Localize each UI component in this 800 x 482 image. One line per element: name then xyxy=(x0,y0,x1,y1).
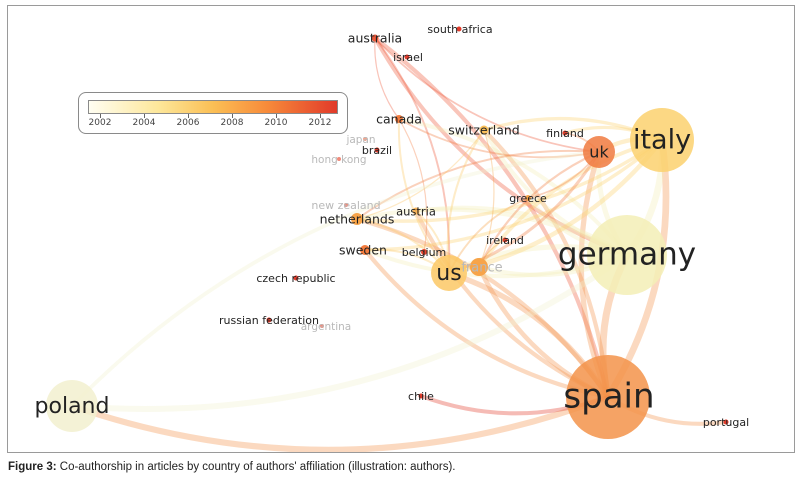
node-netherlands xyxy=(351,213,363,225)
node-label-russian-federation: russian federation xyxy=(219,314,319,327)
network-link xyxy=(356,149,600,220)
legend-color-bar xyxy=(88,100,338,114)
node-us xyxy=(431,255,467,291)
node-germany xyxy=(587,215,667,295)
node-label-us: us xyxy=(436,261,461,286)
node-israel xyxy=(404,54,410,60)
network-link xyxy=(70,150,601,408)
node-austria xyxy=(412,207,420,215)
node-label-finland: finland xyxy=(546,127,584,140)
node-hong-kong xyxy=(337,157,341,161)
network-link xyxy=(355,138,664,223)
label-layer: australia south africa israel canada switzer… xyxy=(35,23,750,429)
node-label-uk: uk xyxy=(589,143,609,162)
node-label-greece: greece xyxy=(509,192,547,205)
node-uk xyxy=(583,136,615,168)
network-link xyxy=(363,138,664,252)
network-link xyxy=(374,37,451,274)
legend-tick-mark xyxy=(320,114,321,118)
network-link xyxy=(69,252,630,412)
network-link xyxy=(372,35,611,400)
node-label-argentina: argentina xyxy=(301,321,351,333)
node-label-germany: germany xyxy=(558,237,696,273)
node-label-canada: canada xyxy=(376,112,422,127)
network-link xyxy=(398,118,600,159)
node-label-italy: italy xyxy=(633,125,691,156)
legend-tick-label: 2004 xyxy=(132,118,156,128)
node-spain xyxy=(566,355,650,439)
legend-tick-mark xyxy=(144,114,145,118)
year-color-legend: 2002 2004 2006 2008 2010 2012 xyxy=(78,92,348,134)
co-authorship-network: australia south africa israel canada switzer… xyxy=(35,23,750,452)
node-label-switzerland: switzerland xyxy=(448,123,520,138)
network-link xyxy=(446,128,486,275)
node-label-chile: chile xyxy=(408,390,434,403)
network-figure: australia south africa israel canada switzer… xyxy=(7,5,795,453)
legend-tick-label: 2010 xyxy=(264,118,288,128)
node-label-ireland: ireland xyxy=(486,234,524,247)
network-link xyxy=(398,118,428,253)
node-layer xyxy=(46,26,729,439)
node-label-poland: poland xyxy=(35,394,110,419)
node-label-portugal: portugal xyxy=(703,416,749,429)
network-link xyxy=(68,393,612,452)
node-label-sweden: sweden xyxy=(339,243,387,258)
node-label-spain: spain xyxy=(563,377,654,417)
legend-tick-mark xyxy=(188,114,189,118)
node-label-france: france xyxy=(461,261,502,276)
node-ireland xyxy=(502,237,508,243)
node-label-netherlands: netherlands xyxy=(320,212,395,227)
node-australia xyxy=(371,34,379,42)
node-sweden xyxy=(360,245,370,255)
node-label-brazil: brazil xyxy=(362,144,392,157)
node-portugal xyxy=(723,419,729,425)
legend-tick-label: 2006 xyxy=(176,118,200,128)
network-link xyxy=(478,129,495,268)
node-poland xyxy=(46,380,98,432)
node-chile xyxy=(418,393,424,399)
node-label-israel: israel xyxy=(393,51,423,64)
legend-tick-label: 2008 xyxy=(220,118,244,128)
node-canada xyxy=(395,115,403,123)
figure-caption: Figure 3: Co-authorship in articles by c… xyxy=(8,461,456,473)
caption-text: Co-authorship in articles by country of … xyxy=(56,461,456,473)
node-russian-federation xyxy=(266,317,272,323)
network-link xyxy=(374,37,400,120)
node-belgium xyxy=(421,249,427,255)
legend-tick-mark xyxy=(276,114,277,118)
network-link xyxy=(373,36,629,257)
network-link xyxy=(356,129,485,220)
node-czech-republic xyxy=(293,275,299,281)
network-link xyxy=(397,118,450,274)
node-greece xyxy=(525,195,531,201)
node-new-zealand xyxy=(344,203,348,207)
node-label-new-zealand: new zealand xyxy=(311,199,380,212)
legend-tick-mark xyxy=(232,114,233,118)
node-label-austria: austria xyxy=(396,205,436,219)
caption-figure-number: Figure 3: xyxy=(8,461,57,473)
node-south-africa xyxy=(456,26,462,32)
node-label-czech-republic: czech republic xyxy=(256,272,335,285)
node-label-australia: australia xyxy=(348,31,402,46)
node-france xyxy=(470,258,488,276)
node-italy xyxy=(630,108,694,172)
node-label-south-africa: south africa xyxy=(427,23,492,36)
legend-tick-label: 2012 xyxy=(308,118,332,128)
node-finland xyxy=(562,130,568,136)
legend-tick-mark xyxy=(100,114,101,118)
node-argentina xyxy=(320,324,324,328)
node-label-japan: japan xyxy=(345,134,375,146)
node-label-belgium: belgium xyxy=(402,246,447,259)
node-label-hong-kong: hong kong xyxy=(311,154,366,166)
legend-tick-label: 2002 xyxy=(88,118,112,128)
network-link xyxy=(374,37,600,153)
node-japan xyxy=(363,137,367,141)
node-switzerland xyxy=(479,125,489,135)
node-brazil xyxy=(374,147,380,153)
